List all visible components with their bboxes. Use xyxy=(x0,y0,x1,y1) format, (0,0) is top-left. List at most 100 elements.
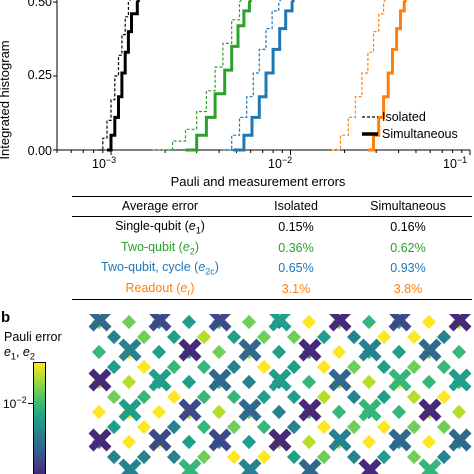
coupler-square xyxy=(241,374,257,390)
coupler-square xyxy=(271,344,287,360)
coupler-square xyxy=(166,329,182,345)
coupler-square xyxy=(136,419,152,435)
coupler-square xyxy=(136,449,152,465)
coupler-square xyxy=(211,344,227,360)
coupler-square xyxy=(286,359,302,375)
x-axis-label: Pauli and measurement errors xyxy=(171,174,346,189)
coupler-square xyxy=(301,374,317,390)
coupler-square xyxy=(226,419,242,435)
qubit-cross xyxy=(208,428,232,452)
coupler-square xyxy=(166,419,182,435)
table-header-row: Average error Isolated Simultaneous xyxy=(72,196,472,217)
table-header: Isolated xyxy=(248,196,344,217)
table-cell-isolated: 3.1% xyxy=(248,278,344,300)
qubit-cross xyxy=(418,338,442,362)
qubit-cross xyxy=(148,428,172,452)
coupler-square xyxy=(91,404,107,420)
coupler-square xyxy=(421,434,437,450)
qubit-cross-arm xyxy=(328,314,351,332)
qubit-cross xyxy=(118,338,142,362)
coupler-square xyxy=(166,389,182,405)
coupler-square xyxy=(151,344,167,360)
coupler-square xyxy=(106,359,122,375)
coupler-square xyxy=(346,419,362,435)
qubit-cross-arm xyxy=(448,314,471,332)
coupler-square xyxy=(136,389,152,405)
qubit-cross xyxy=(268,428,292,452)
coupler-square xyxy=(436,389,452,405)
single-qubit-isolated-curve xyxy=(98,0,131,151)
qubit-cross-arm xyxy=(418,338,442,362)
qubit-cross xyxy=(178,398,202,422)
coupler-square xyxy=(376,359,392,375)
qubit-cross xyxy=(358,398,382,422)
qubit-cross-arm xyxy=(118,338,142,362)
coupler-square xyxy=(361,314,377,330)
coupler-square xyxy=(121,434,137,450)
qubit-cross-arm xyxy=(268,368,292,392)
qubit-cross xyxy=(358,458,382,474)
coupler-square xyxy=(436,359,452,375)
coupler-square xyxy=(226,359,242,375)
qubit-cross-arm xyxy=(238,398,262,422)
chart-plot-area xyxy=(53,0,471,155)
qubit-cross-arm xyxy=(238,338,262,362)
table-header: Average error xyxy=(72,196,248,217)
qubit-cross-arm xyxy=(88,314,111,332)
coupler-square xyxy=(361,434,377,450)
coupler-square xyxy=(106,389,122,405)
qubit-cross-arm xyxy=(448,428,472,452)
qubit-cross-arm xyxy=(358,338,382,362)
coupler-square xyxy=(91,344,107,360)
table-cell-simultaneous: 0.93% xyxy=(390,261,426,276)
coupler-square xyxy=(391,344,407,360)
y-tick-label: 0.50 xyxy=(28,0,52,9)
coupler-square xyxy=(346,449,362,465)
table-cell-label: Two-qubit, cycle (e2c) xyxy=(101,260,219,277)
qubit-cross xyxy=(148,314,172,332)
qubit-cross-arm xyxy=(208,314,231,332)
coupler-square xyxy=(346,359,362,375)
coupler-square xyxy=(256,419,272,435)
two-qubit-cycle-isolated-curve xyxy=(222,0,282,151)
coupler-square xyxy=(361,374,377,390)
qubit-cross xyxy=(88,314,112,332)
y-axis-label: Integrated histogram xyxy=(0,40,12,159)
coupler-square xyxy=(391,404,407,420)
qubit-cross xyxy=(418,458,442,474)
qubit-cross-arm xyxy=(328,428,352,452)
qubit-cross-arm xyxy=(208,368,232,392)
coupler-square xyxy=(286,329,302,345)
colorbar xyxy=(33,362,46,474)
qubit-cross xyxy=(208,368,232,392)
coupler-square xyxy=(196,419,212,435)
coupler-square xyxy=(256,329,272,345)
x-tick-label: 10−3 xyxy=(92,155,116,171)
coupler-square xyxy=(106,449,122,465)
table-cell-simultaneous: 3.8% xyxy=(344,278,472,300)
panel-b-label: b xyxy=(1,309,11,326)
x-tick-labels: 10−3 10−2 10−1 xyxy=(92,155,467,171)
coupler-square xyxy=(256,449,272,465)
qubit-cross-arm xyxy=(121,458,142,474)
coupler-square xyxy=(316,449,332,465)
readout-isolated-curve xyxy=(331,0,387,151)
qubit-cross-arm xyxy=(298,338,322,362)
table-cell-label: Readout (er) xyxy=(72,278,248,300)
coupler-square xyxy=(436,329,452,345)
qubit-cross-arm xyxy=(208,428,232,452)
legend-simultaneous-label: Simultaneous xyxy=(382,127,458,141)
qubit-cross-arm xyxy=(178,398,202,422)
qubit-cross-arm xyxy=(178,338,202,362)
coupler-square xyxy=(286,419,302,435)
coupler-square xyxy=(451,404,467,420)
coupler-square xyxy=(436,419,452,435)
qubit-cross-arm xyxy=(388,314,411,332)
qubit-cross-arm xyxy=(268,428,292,452)
coupler-square xyxy=(136,359,152,375)
qubit-cross-arm xyxy=(328,368,352,392)
colorbar-tick-label: 10−2 xyxy=(3,395,27,411)
table-cell-simultaneous: 0.16% xyxy=(390,220,426,235)
table-cell-isolated: 0.65% xyxy=(278,261,314,276)
coupler-square xyxy=(196,329,212,345)
